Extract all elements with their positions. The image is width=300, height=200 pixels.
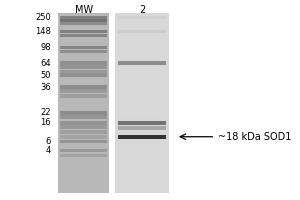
Text: 64: 64 [40, 59, 51, 68]
Bar [60, 30, 107, 33]
Bar [60, 85, 107, 89]
Bar [118, 16, 167, 19]
Text: 36: 36 [40, 83, 51, 92]
Bar [60, 140, 107, 143]
Text: 250: 250 [35, 13, 51, 22]
Bar [60, 121, 107, 125]
Bar [60, 73, 107, 77]
Bar [60, 70, 107, 74]
Bar [60, 19, 107, 22]
Bar [60, 115, 107, 119]
Bar [118, 30, 167, 33]
Text: 16: 16 [40, 118, 51, 127]
Bar [60, 149, 107, 152]
Bar [60, 61, 107, 65]
Text: 148: 148 [35, 27, 51, 36]
Bar [60, 89, 107, 93]
Text: 2: 2 [139, 5, 145, 15]
Bar [58, 13, 110, 193]
Bar [60, 130, 107, 134]
Text: 6: 6 [46, 137, 51, 146]
Bar [118, 126, 167, 130]
Bar [60, 50, 107, 53]
Bar [60, 65, 107, 69]
Bar [60, 154, 107, 157]
Bar [118, 61, 167, 65]
Bar [115, 13, 169, 193]
Bar [60, 22, 107, 25]
Bar [60, 46, 107, 49]
Text: ~18 kDa SOD1: ~18 kDa SOD1 [218, 132, 292, 142]
Text: 4: 4 [46, 146, 51, 155]
Bar [60, 16, 107, 19]
Bar [118, 135, 167, 139]
Text: MW: MW [74, 5, 93, 15]
Bar [60, 135, 107, 139]
Bar [60, 34, 107, 37]
Bar [118, 121, 167, 125]
Bar [118, 111, 167, 115]
Bar [60, 125, 107, 129]
Text: 22: 22 [40, 108, 51, 117]
Text: 50: 50 [40, 71, 51, 80]
Bar [60, 94, 107, 98]
Text: 98: 98 [40, 43, 51, 52]
Bar [118, 111, 167, 115]
Bar [60, 111, 107, 115]
